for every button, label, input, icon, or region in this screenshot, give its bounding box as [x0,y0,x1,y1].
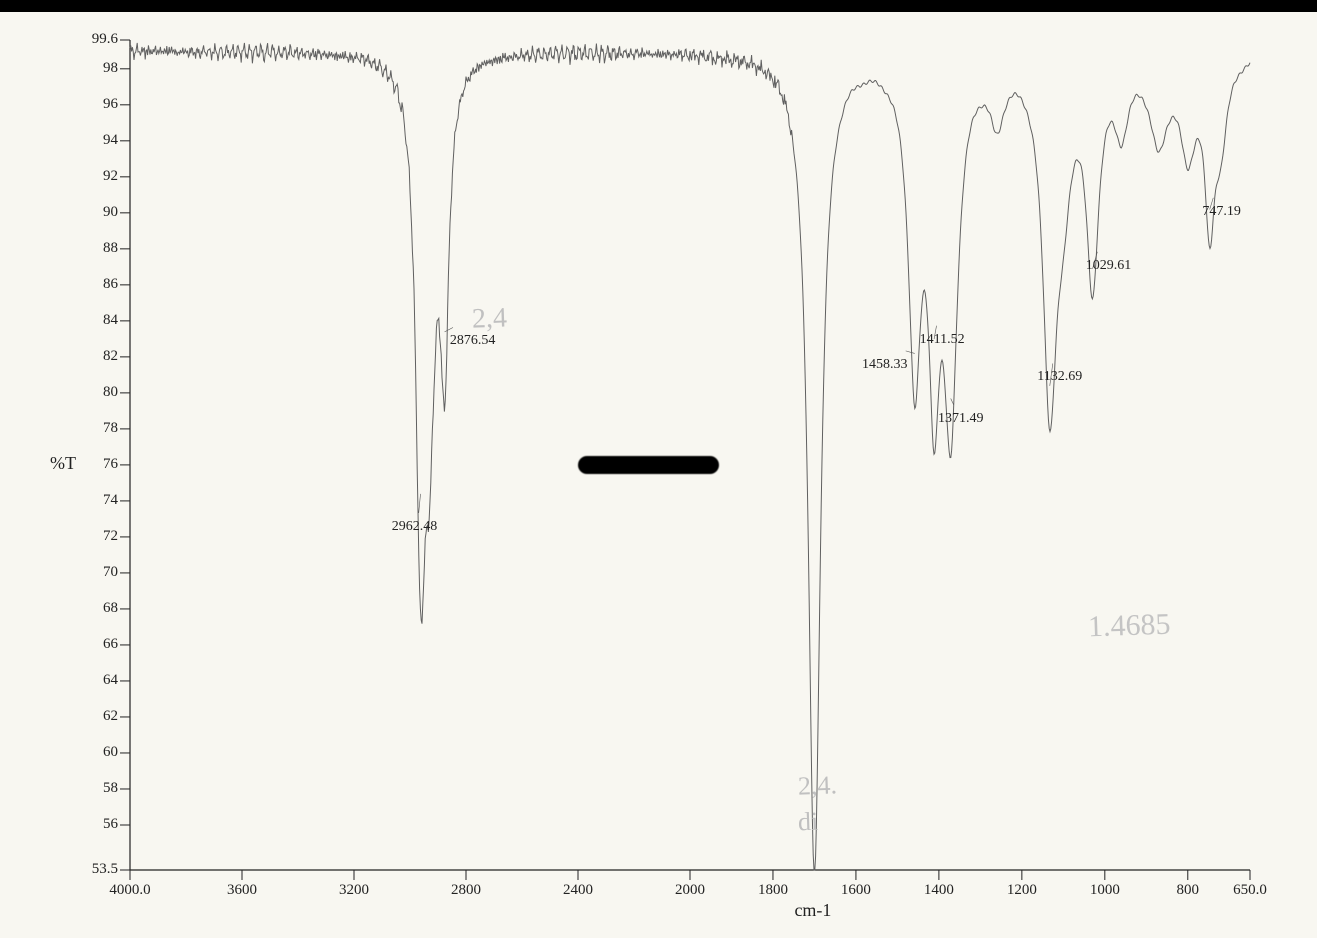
peak-label: 1029.61 [1086,258,1132,274]
xtick-label: 800 [1177,882,1200,899]
ytick-label: 68 [78,600,118,617]
xtick-label: 1600 [841,882,871,899]
ytick-label: 88 [78,240,118,257]
handwritten-note: di [797,807,818,838]
ytick-label: 58 [78,780,118,797]
peak-label: 1371.49 [938,411,984,427]
peak-label: 1132.69 [1037,369,1082,385]
xtick-label: 650.0 [1233,882,1267,899]
xtick-label: 2400 [563,882,593,899]
xtick-label: 3600 [227,882,257,899]
ytick-label: 66 [78,636,118,653]
xtick-label: 4000.0 [109,882,150,899]
xtick-label: 1800 [758,882,788,899]
peak-label: 2876.54 [450,333,496,349]
handwritten-note: 1.4685 [1088,608,1172,645]
ytick-label: 94 [78,132,118,149]
ytick-label: 98 [78,60,118,77]
ytick-label: 76 [78,456,118,473]
ytick-label: 53.5 [78,861,118,878]
peak-label: 1458.33 [862,357,908,373]
ytick-label: 96 [78,96,118,113]
handwritten-note: 2,4 [471,302,507,335]
peak-label: 2962.48 [392,519,438,535]
xtick-label: 1400 [924,882,954,899]
xtick-label: 2800 [451,882,481,899]
ytick-label: 86 [78,276,118,293]
ytick-label: 80 [78,384,118,401]
ytick-label: 90 [78,204,118,221]
peak-label: 1411.52 [920,332,965,348]
ytick-label: 84 [78,312,118,329]
ytick-label: 72 [78,528,118,545]
ytick-label: 60 [78,744,118,761]
x-axis-label: cm-1 [794,900,831,921]
ytick-label: 74 [78,492,118,509]
xtick-label: 3200 [339,882,369,899]
ytick-label: 70 [78,564,118,581]
redaction-bar [578,456,719,474]
peak-label: 747.19 [1202,204,1241,220]
y-axis-label: %T [50,453,76,474]
ytick-label: 99.6 [78,31,118,48]
ytick-label: 64 [78,672,118,689]
ytick-label: 82 [78,348,118,365]
ytick-label: 62 [78,708,118,725]
xtick-label: 1000 [1090,882,1120,899]
handwritten-note: 2,4. [797,770,837,801]
xtick-label: 1200 [1007,882,1037,899]
ytick-label: 56 [78,816,118,833]
xtick-label: 2000 [675,882,705,899]
ytick-label: 78 [78,420,118,437]
ytick-label: 92 [78,168,118,185]
